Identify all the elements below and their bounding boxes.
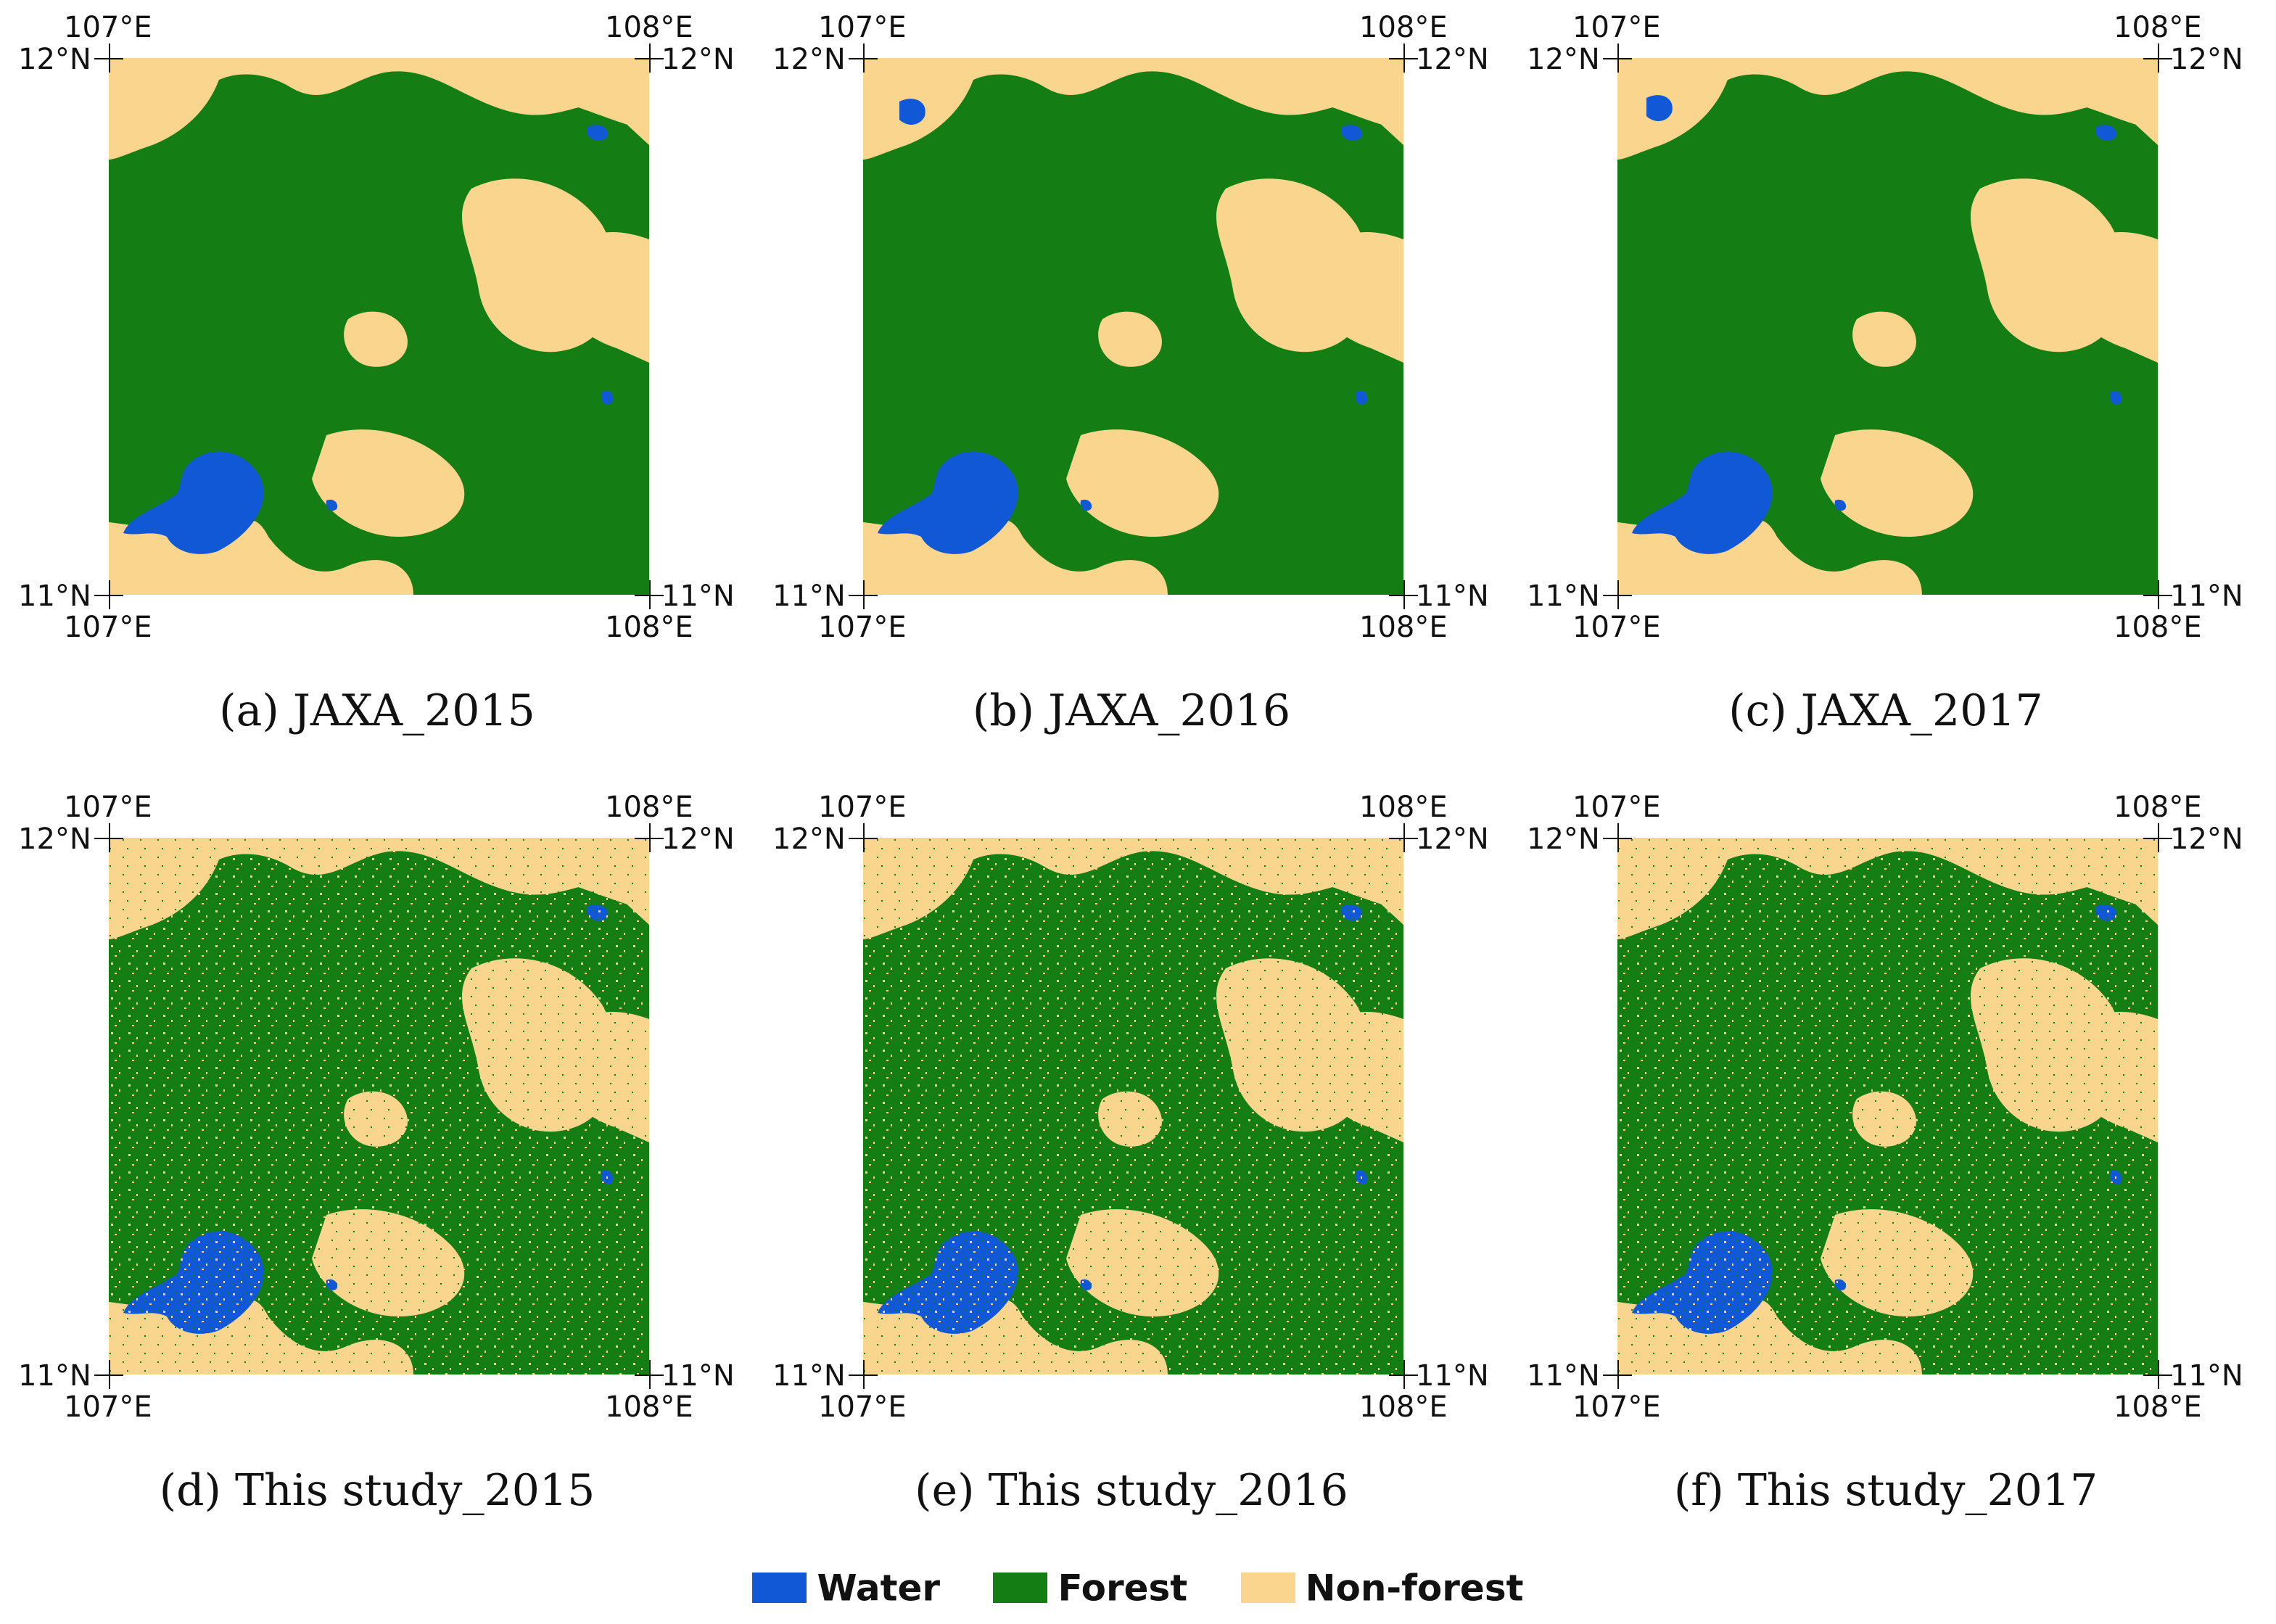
lon-label-bottom-left: 107°E — [64, 1390, 152, 1424]
lon-label-top-right: 108°E — [2114, 791, 2202, 824]
lat-label-bottom-left: 11°N — [1527, 580, 1600, 613]
lat-label-top-left: 12°N — [1527, 823, 1600, 856]
lon-label-bottom-left: 107°E — [818, 1390, 907, 1424]
land-cover-map — [109, 58, 649, 595]
lon-label-top-left: 107°E — [818, 791, 907, 824]
lat-label-top-right: 12°N — [1416, 43, 1489, 76]
lon-label-top-right: 108°E — [2114, 11, 2202, 44]
lat-label-bottom-left: 11°N — [772, 580, 846, 613]
lon-label-bottom-right: 108°E — [1359, 1390, 1448, 1424]
lat-label-bottom-right: 11°N — [2170, 580, 2243, 613]
legend-label: Non-forest — [1305, 1567, 1524, 1609]
legend-swatch — [752, 1573, 807, 1604]
land-cover-map — [109, 838, 649, 1374]
legend: Water Forest Non-forest — [0, 1563, 2276, 1609]
lat-label-top-left: 12°N — [1527, 43, 1600, 76]
land-cover-map — [1617, 58, 2158, 595]
lon-label-top-right: 108°E — [1359, 791, 1448, 824]
lon-label-top-right: 108°E — [605, 791, 693, 824]
legend-label: Water — [817, 1567, 941, 1609]
lat-label-top-left: 12°N — [772, 823, 846, 856]
map-panel-f: 107°E 108°E 12°N 12°N 11°N 11°N 107°E 10… — [1509, 780, 2263, 1549]
panel-caption: (e) This study_2016 — [915, 1465, 1348, 1516]
lon-label-bottom-left: 107°E — [818, 611, 907, 644]
lat-label-bottom-right: 11°N — [661, 1359, 735, 1393]
legend-item-forest: Forest — [993, 1565, 1187, 1609]
lon-label-bottom-right: 108°E — [605, 611, 693, 644]
lat-label-top-left: 12°N — [18, 43, 91, 76]
legend-label: Forest — [1057, 1567, 1188, 1609]
lat-label-top-left: 12°N — [18, 823, 91, 856]
lon-label-top-left: 107°E — [1572, 791, 1661, 824]
lon-label-bottom-right: 108°E — [1359, 611, 1448, 644]
lon-label-bottom-right: 108°E — [2114, 1390, 2202, 1424]
land-cover-map — [863, 58, 1403, 595]
lon-label-top-left: 107°E — [1572, 11, 1661, 44]
panel-caption: (c) JAXA_2017 — [1728, 685, 2043, 736]
lat-label-bottom-right: 11°N — [1416, 580, 1489, 613]
legend-item-water: Water — [752, 1565, 940, 1609]
lon-label-top-right: 108°E — [605, 11, 693, 44]
legend-item-non-forest: Non-forest — [1240, 1565, 1524, 1609]
lat-label-bottom-left: 11°N — [1527, 1359, 1600, 1393]
legend-swatch — [993, 1573, 1048, 1604]
lon-label-top-left: 107°E — [64, 791, 152, 824]
panel-caption: (d) This study_2015 — [159, 1465, 595, 1516]
lon-label-bottom-right: 108°E — [605, 1390, 693, 1424]
lon-label-bottom-right: 108°E — [2114, 611, 2202, 644]
land-cover-map — [1617, 838, 2158, 1374]
lon-label-top-left: 107°E — [64, 11, 152, 44]
lat-label-top-right: 12°N — [661, 43, 735, 76]
map-panel-e: 107°E 108°E 12°N 12°N 11°N 11°N 107°E 10… — [754, 780, 1509, 1549]
legend-swatch — [1240, 1573, 1295, 1604]
panel-caption: (f) This study_2017 — [1673, 1465, 2098, 1516]
lat-label-bottom-right: 11°N — [661, 580, 735, 613]
lat-label-bottom-right: 11°N — [2170, 1359, 2243, 1393]
lat-label-bottom-left: 11°N — [772, 1359, 846, 1393]
lon-label-bottom-left: 107°E — [64, 611, 152, 644]
lat-label-bottom-left: 11°N — [18, 580, 91, 613]
lon-label-top-right: 108°E — [1359, 11, 1448, 44]
lat-label-top-right: 12°N — [661, 823, 735, 856]
lat-label-top-right: 12°N — [1416, 823, 1489, 856]
lon-label-bottom-left: 107°E — [1572, 1390, 1661, 1424]
lat-label-bottom-left: 11°N — [18, 1359, 91, 1393]
map-panel-c: 107°E 108°E 12°N 12°N 11°N 11°N 107°E 10… — [1509, 0, 2263, 769]
panel-caption: (b) JAXA_2016 — [972, 685, 1291, 736]
lat-label-top-left: 12°N — [772, 43, 846, 76]
lon-label-bottom-left: 107°E — [1572, 611, 1661, 644]
map-panel-a: 107°E 108°E 12°N 12°N 11°N 11°N 107°E 10… — [0, 0, 754, 769]
land-cover-map — [863, 838, 1403, 1374]
lon-label-top-left: 107°E — [818, 11, 907, 44]
lat-label-top-right: 12°N — [2170, 823, 2243, 856]
map-panel-d: 107°E 108°E 12°N 12°N 11°N 11°N 107°E 10… — [0, 780, 754, 1549]
lat-label-top-right: 12°N — [2170, 43, 2243, 76]
map-panel-b: 107°E 108°E 12°N 12°N 11°N 11°N 107°E 10… — [754, 0, 1509, 769]
panel-caption: (a) JAXA_2015 — [219, 685, 535, 736]
lat-label-bottom-right: 11°N — [1416, 1359, 1489, 1393]
